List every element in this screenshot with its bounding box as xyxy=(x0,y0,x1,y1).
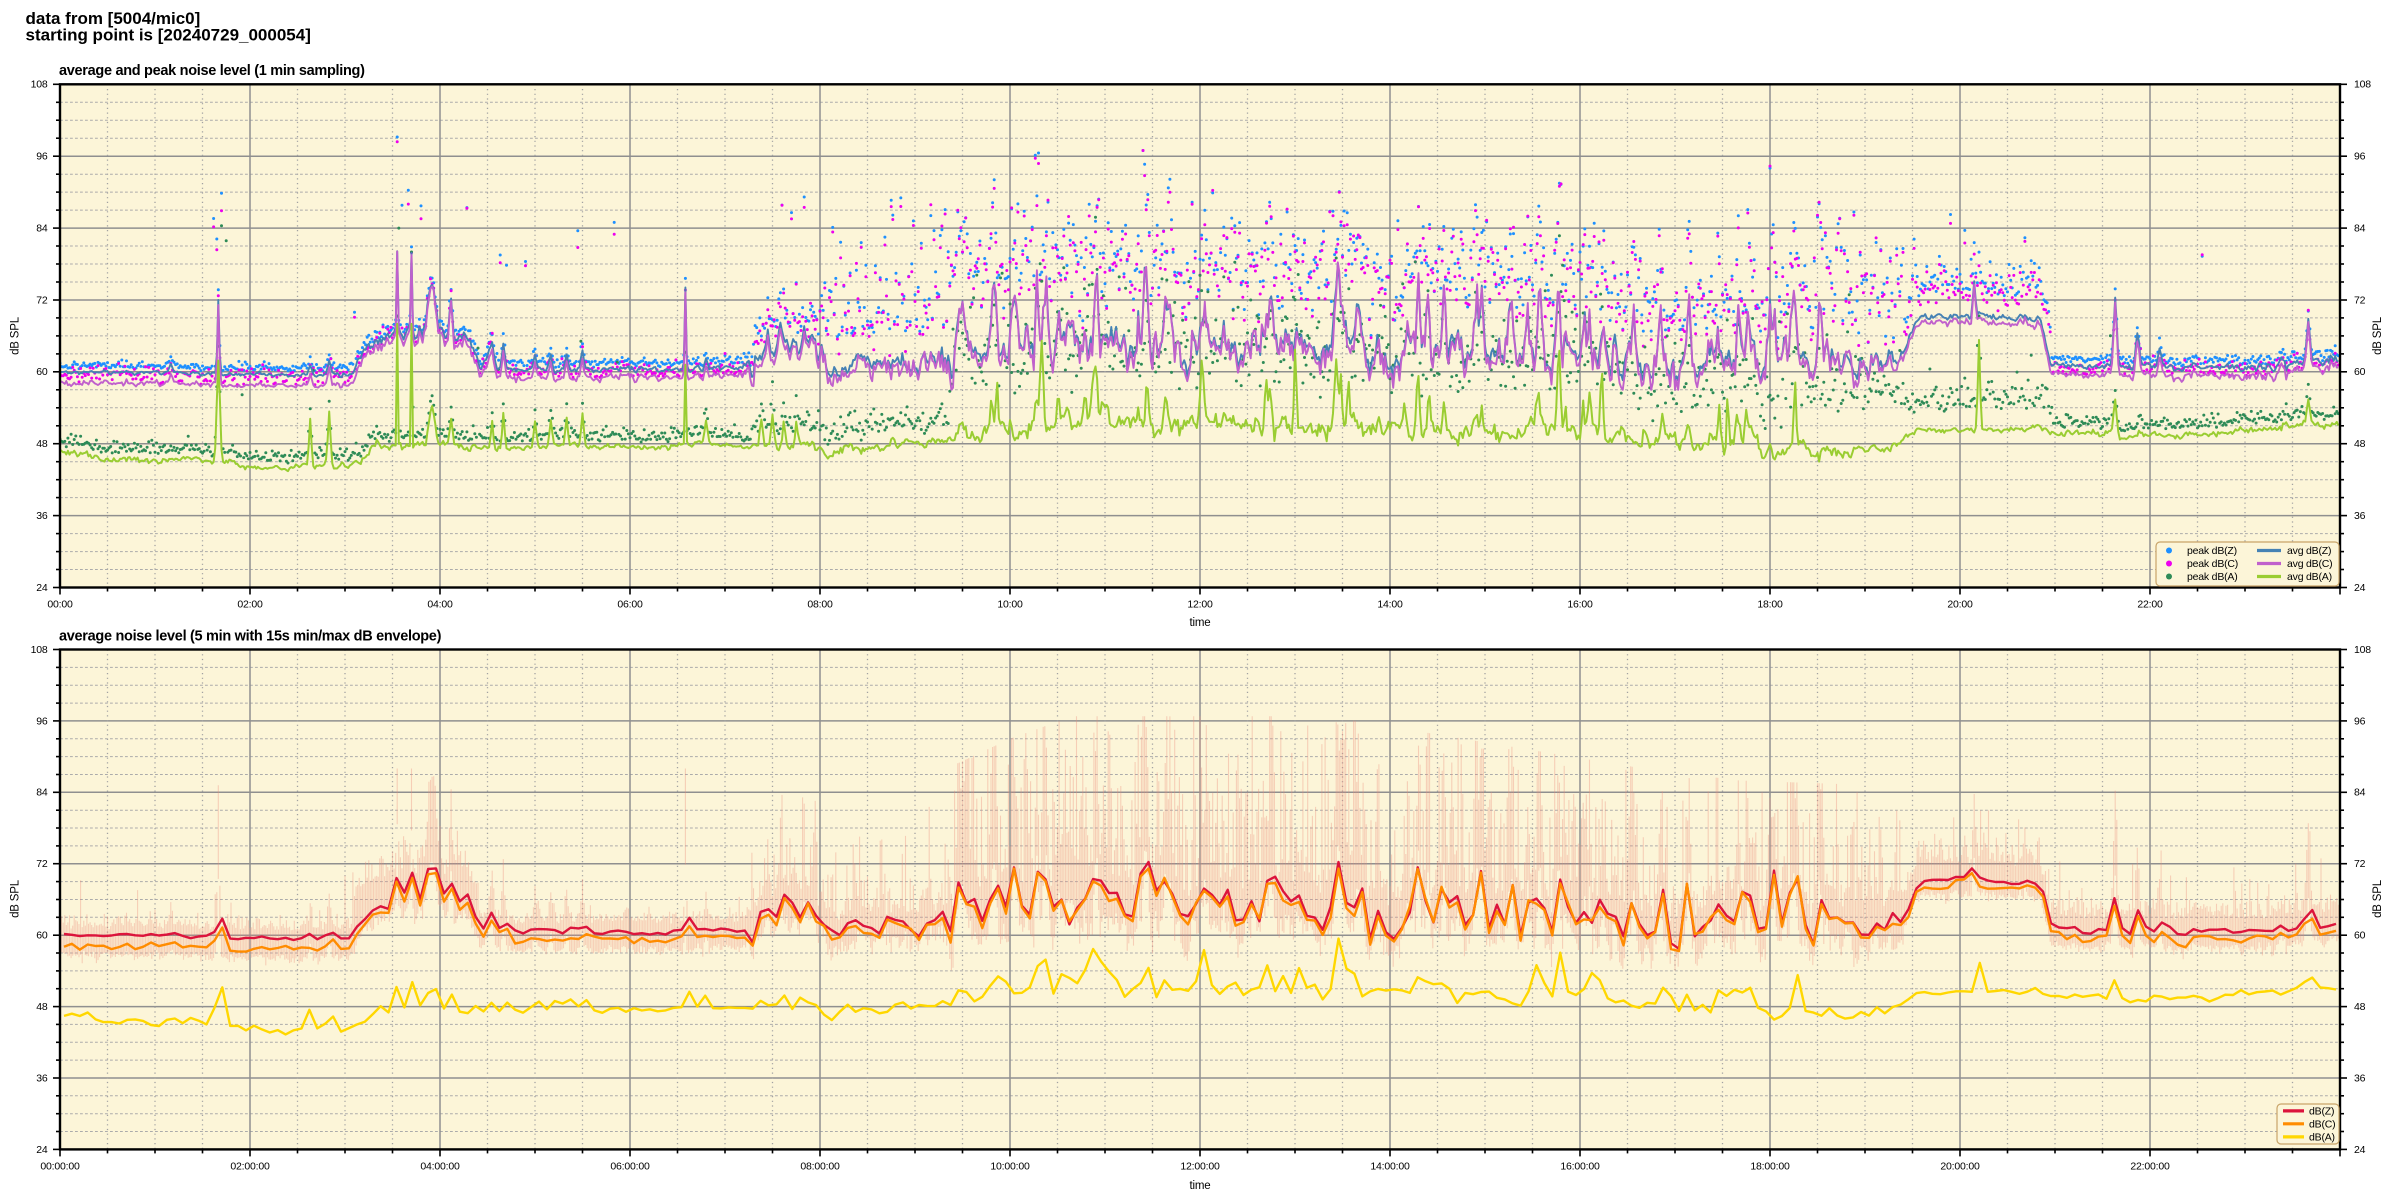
svg-text:average noise level (5 min wit: average noise level (5 min with 15s min/… xyxy=(59,629,442,645)
svg-text:36: 36 xyxy=(36,1072,48,1084)
svg-text:48: 48 xyxy=(36,1001,48,1013)
svg-text:84: 84 xyxy=(2354,223,2366,235)
svg-text:22:00:00: 22:00:00 xyxy=(2130,1160,2170,1172)
svg-text:108: 108 xyxy=(2354,79,2371,91)
svg-text:96: 96 xyxy=(36,715,48,727)
svg-text:24: 24 xyxy=(2354,1144,2366,1156)
svg-text:peak dB(Z): peak dB(Z) xyxy=(2187,545,2237,557)
svg-text:dB(A): dB(A) xyxy=(2309,1131,2335,1143)
svg-text:84: 84 xyxy=(36,223,48,235)
svg-text:20:00: 20:00 xyxy=(1947,599,1973,611)
svg-text:36: 36 xyxy=(2354,1072,2366,1084)
svg-text:08:00:00: 08:00:00 xyxy=(800,1160,840,1172)
svg-text:60: 60 xyxy=(36,930,48,942)
svg-text:12:00:00: 12:00:00 xyxy=(1180,1160,1220,1172)
svg-text:108: 108 xyxy=(31,79,48,91)
svg-text:72: 72 xyxy=(36,294,48,306)
svg-text:06:00: 06:00 xyxy=(617,599,643,611)
svg-text:84: 84 xyxy=(36,787,48,799)
svg-text:36: 36 xyxy=(2354,510,2366,522)
svg-text:18:00:00: 18:00:00 xyxy=(1750,1160,1790,1172)
svg-text:22:00: 22:00 xyxy=(2137,599,2163,611)
svg-text:average and peak noise level (: average and peak noise level (1 min samp… xyxy=(59,63,365,79)
svg-text:avg dB(A): avg dB(A) xyxy=(2287,571,2332,583)
svg-text:24: 24 xyxy=(36,582,48,594)
svg-text:starting point is [20240729_00: starting point is [20240729_000054] xyxy=(26,25,311,44)
svg-text:time: time xyxy=(1190,1180,1211,1192)
svg-text:60: 60 xyxy=(2354,366,2366,378)
svg-text:dB SPL: dB SPL xyxy=(2372,316,2384,355)
svg-text:08:00: 08:00 xyxy=(807,599,833,611)
svg-text:peak dB(A): peak dB(A) xyxy=(2187,571,2238,583)
svg-text:108: 108 xyxy=(2354,644,2371,656)
svg-text:peak dB(C): peak dB(C) xyxy=(2187,558,2238,570)
svg-text:48: 48 xyxy=(2354,1001,2366,1013)
svg-text:16:00: 16:00 xyxy=(1567,599,1593,611)
svg-text:04:00: 04:00 xyxy=(427,599,453,611)
svg-text:72: 72 xyxy=(2354,858,2366,870)
svg-text:20:00:00: 20:00:00 xyxy=(1940,1160,1980,1172)
svg-text:108: 108 xyxy=(31,644,48,656)
svg-text:24: 24 xyxy=(36,1144,48,1156)
svg-text:dB(C): dB(C) xyxy=(2309,1118,2335,1130)
svg-text:48: 48 xyxy=(36,438,48,450)
svg-text:14:00:00: 14:00:00 xyxy=(1370,1160,1410,1172)
svg-text:data from [5004/mic0]: data from [5004/mic0] xyxy=(26,9,201,28)
svg-text:60: 60 xyxy=(2354,930,2366,942)
svg-text:36: 36 xyxy=(36,510,48,522)
svg-text:96: 96 xyxy=(36,151,48,163)
svg-text:84: 84 xyxy=(2354,787,2366,799)
svg-text:14:00: 14:00 xyxy=(1377,599,1403,611)
svg-text:avg dB(C): avg dB(C) xyxy=(2287,558,2332,570)
svg-text:02:00:00: 02:00:00 xyxy=(230,1160,270,1172)
svg-text:12:00: 12:00 xyxy=(1187,599,1213,611)
svg-text:dB SPL: dB SPL xyxy=(10,879,22,918)
svg-text:04:00:00: 04:00:00 xyxy=(420,1160,460,1172)
svg-text:72: 72 xyxy=(36,858,48,870)
svg-text:18:00: 18:00 xyxy=(1757,599,1783,611)
svg-text:72: 72 xyxy=(2354,294,2366,306)
svg-text:16:00:00: 16:00:00 xyxy=(1560,1160,1600,1172)
svg-text:avg dB(Z): avg dB(Z) xyxy=(2287,545,2331,557)
svg-text:00:00: 00:00 xyxy=(47,599,73,611)
svg-text:00:00:00: 00:00:00 xyxy=(40,1160,80,1172)
svg-text:24: 24 xyxy=(2354,582,2366,594)
svg-text:96: 96 xyxy=(2354,151,2366,163)
svg-text:48: 48 xyxy=(2354,438,2366,450)
svg-text:time: time xyxy=(1190,617,1211,629)
svg-text:10:00: 10:00 xyxy=(997,599,1023,611)
svg-text:96: 96 xyxy=(2354,715,2366,727)
svg-text:10:00:00: 10:00:00 xyxy=(990,1160,1030,1172)
svg-text:02:00: 02:00 xyxy=(237,599,263,611)
svg-text:dB SPL: dB SPL xyxy=(10,316,22,355)
svg-text:dB(Z): dB(Z) xyxy=(2309,1105,2334,1117)
svg-text:06:00:00: 06:00:00 xyxy=(610,1160,650,1172)
svg-text:dB SPL: dB SPL xyxy=(2372,879,2384,918)
svg-text:60: 60 xyxy=(36,366,48,378)
